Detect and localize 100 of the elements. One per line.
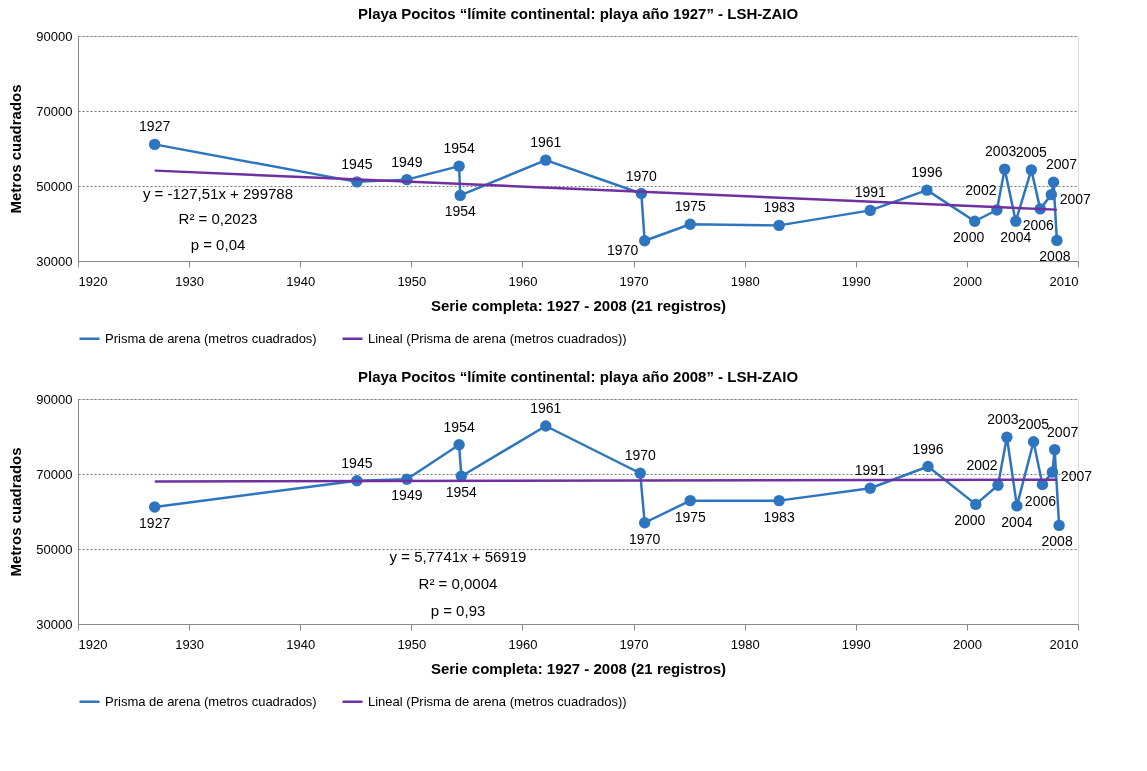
legend-label: Lineal (Prisma de arena (metros cuadrados)) (368, 330, 627, 346)
x-tick-label: 1950 (397, 636, 427, 652)
point (968, 215, 981, 227)
annotation: 2008 (1039, 248, 1071, 265)
y-tick-label: 70000 (36, 466, 73, 482)
annotation: 1961 (530, 134, 562, 151)
point (540, 154, 552, 166)
x-tick-label: 1920 (78, 636, 108, 652)
annotation: 2007 (1060, 468, 1093, 485)
annotation: 2000 (954, 512, 986, 529)
point (638, 517, 651, 529)
y-tick-label: 30000 (36, 616, 73, 632)
annotation: 1975 (674, 198, 706, 215)
annotation: 1954 (445, 484, 478, 501)
annotation: 2007 (1059, 190, 1092, 207)
x-axis-title: Serie completa: 1927 - 2008 (21 registros) (430, 296, 727, 314)
x-tick-label: 1970 (619, 273, 649, 289)
annotation: 1954 (443, 140, 475, 157)
point (453, 439, 465, 451)
y-tick-label: 30000 (36, 253, 73, 269)
annotation: 1961 (530, 400, 562, 416)
annotation: 2000 (953, 229, 985, 246)
point (1027, 436, 1040, 448)
annotation: p = 0,93 (430, 601, 486, 619)
x-tick-label: 1930 (175, 636, 205, 652)
chart-title: Playa Pocitos “límite continental: playa año 2008” - LSH-ZAIO (357, 368, 799, 385)
x-tick-label: 1960 (508, 636, 538, 652)
x-tick-label: 1990 (841, 273, 871, 289)
x-tick-label: 1960 (508, 273, 538, 289)
point (1047, 176, 1060, 188)
y-axis-title: Metros cuadrados (7, 447, 25, 577)
annotation: 1945 (341, 454, 373, 471)
point (684, 494, 696, 507)
point (1010, 215, 1022, 227)
point (864, 204, 876, 217)
legend-label: Prisma de arena (metros cuadrados) (105, 330, 317, 346)
point (540, 420, 552, 432)
point (1046, 466, 1059, 478)
y-tick-label: 50000 (36, 178, 73, 194)
point (638, 235, 651, 247)
annotation: 1970 (607, 241, 639, 258)
annotation: 1970 (625, 167, 658, 184)
annotation: 1991 (854, 462, 886, 479)
point (773, 219, 785, 232)
x-tick-label: 1970 (619, 636, 649, 652)
annotation: 2004 (1001, 513, 1033, 530)
point (454, 189, 466, 202)
annotation: 1996 (911, 164, 943, 181)
annotation: 1970 (624, 447, 656, 464)
point (1051, 234, 1063, 247)
point (148, 138, 161, 151)
annotation: 1996 (912, 440, 944, 457)
legend-label: Prisma de arena (metros cuadrados) (105, 693, 317, 709)
y-tick-label: 90000 (36, 28, 73, 44)
y-axis-title: Metros cuadrados (7, 84, 25, 214)
annotation: 2003 (985, 143, 1017, 160)
point (453, 160, 465, 172)
x-tick-label: 1980 (730, 273, 760, 289)
point (1001, 431, 1013, 443)
x-tick-label: 1950 (397, 273, 427, 289)
annotation: 1954 (444, 203, 476, 220)
x-tick-label: 2010 (1049, 636, 1079, 652)
annotation: 2006 (1024, 492, 1057, 509)
point (998, 163, 1011, 175)
annotation: R² = 0,0004 (418, 574, 498, 592)
annotation: 1927 (139, 515, 171, 531)
x-tick-label: 1920 (78, 273, 108, 289)
annotation: 1970 (629, 530, 661, 547)
legend-label: Lineal (Prisma de arena (metros cuadrados)) (368, 693, 627, 709)
x-tick-label: 1940 (286, 273, 316, 289)
point (684, 218, 696, 230)
annotation: y = 5,7741x + 56919 (389, 547, 527, 565)
annotation: 2005 (1015, 143, 1048, 160)
annotation: 2002 (966, 457, 998, 474)
point (921, 184, 933, 196)
annotation: 2002 (965, 182, 997, 198)
annotation: 1991 (854, 184, 886, 201)
y-tick-label: 50000 (36, 541, 73, 557)
annotation: 2008 (1041, 533, 1073, 550)
y-tick-label: 90000 (36, 391, 73, 407)
x-axis-title: Serie completa: 1927 - 2008 (21 registros) (430, 659, 727, 677)
annotation: 1954 (443, 418, 475, 435)
x-tick-label: 2010 (1049, 273, 1079, 289)
x-tick-label: 1930 (175, 273, 205, 289)
annotation: 1949 (391, 487, 423, 504)
point (1011, 500, 1023, 512)
point (773, 494, 785, 507)
annotation: R² = 0,2023 (178, 210, 258, 228)
point (634, 467, 646, 479)
annotation: 1945 (341, 155, 373, 172)
point (148, 501, 161, 513)
annotation: p = 0,04 (190, 236, 246, 254)
annotation: 1927 (139, 118, 171, 135)
point (922, 460, 934, 473)
point (1025, 164, 1038, 176)
point (1053, 519, 1065, 532)
annotation: 1983 (763, 508, 795, 525)
x-tick-label: 2000 (952, 636, 982, 652)
x-tick-label: 1990 (841, 636, 871, 652)
annotation: y = -127,51x + 299788 (142, 184, 294, 202)
